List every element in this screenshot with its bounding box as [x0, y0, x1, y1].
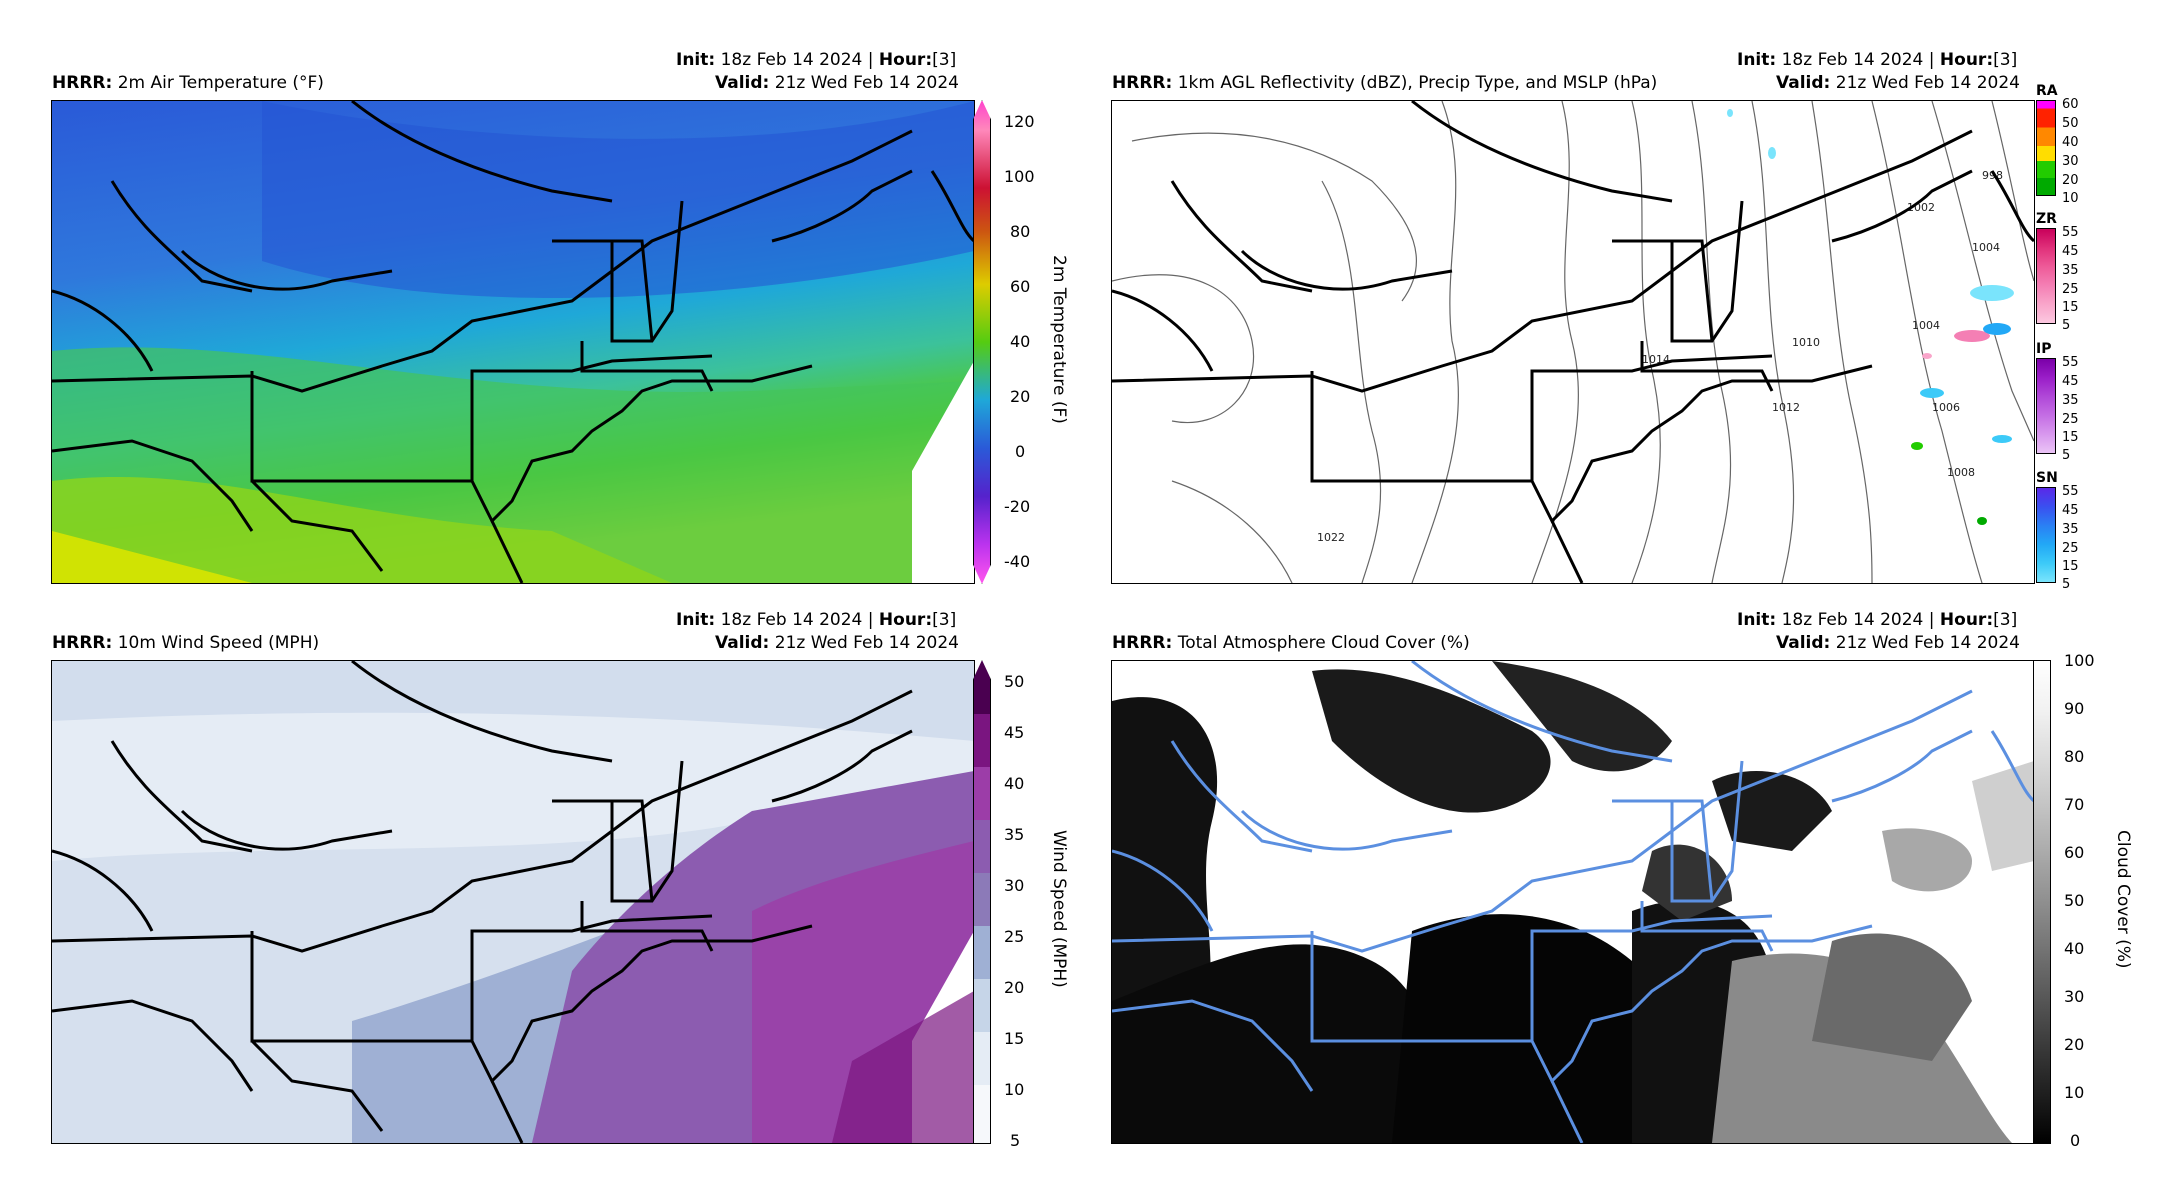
tick: 45: [2062, 374, 2079, 389]
tick-45: 45: [1004, 723, 1025, 742]
cloud-map[interactable]: [1111, 660, 2035, 1144]
wind-map[interactable]: [51, 660, 975, 1144]
init-line: Init: 18z Feb 14 2024 | Hour:[3]: [676, 610, 957, 630]
valid-line: Valid: 21z Wed Feb 14 2024: [1776, 73, 2020, 93]
wind-colorbar-label: Wind Speed (MPH): [1049, 830, 1069, 988]
tick-80: 80: [1010, 222, 1031, 241]
isobar-label: 1022: [1317, 531, 1345, 544]
tick: 30: [2062, 154, 2079, 169]
tick: 5: [2062, 577, 2071, 592]
tick: 5: [2062, 318, 2071, 333]
temperature-colorbar: [973, 100, 991, 584]
panel-title: HRRR: Total Atmosphere Cloud Cover (%): [1112, 633, 1470, 653]
tick: 60: [2062, 97, 2079, 112]
rain-colorbar: [2036, 100, 2056, 196]
ice-pellets-colorbar: [2036, 358, 2056, 454]
tick-40: 40: [1010, 332, 1031, 351]
tick: 40: [2062, 135, 2079, 150]
temperature-colorbar-label: 2m Temperature (F): [1049, 255, 1069, 424]
freezing-rain-colorbar: [2036, 228, 2056, 324]
isobar-label: 1012: [1772, 401, 1800, 414]
isobar-label: 1008: [1947, 466, 1975, 479]
tick-10: 10: [2064, 1083, 2085, 1102]
tick-neg20: -20: [1004, 497, 1031, 516]
tick: 35: [2062, 393, 2079, 408]
tick-80: 80: [2064, 747, 2085, 766]
tick-120: 120: [1004, 112, 1035, 131]
tick: 45: [2062, 503, 2079, 518]
tick: 55: [2062, 484, 2079, 499]
valid-line: Valid: 21z Wed Feb 14 2024: [715, 73, 959, 93]
tick-30: 30: [2064, 987, 2085, 1006]
tick: 35: [2062, 263, 2079, 278]
tick-100: 100: [1004, 167, 1035, 186]
tick: 15: [2062, 430, 2079, 445]
isobar-label: 1006: [1932, 401, 1960, 414]
rain-label: RA: [2036, 83, 2058, 99]
tick: 25: [2062, 541, 2079, 556]
tick-neg40: -40: [1004, 552, 1031, 571]
tick: 15: [2062, 559, 2079, 574]
init-line: Init: 18z Feb 14 2024 | Hour:[3]: [1737, 50, 2018, 70]
tick: 45: [2062, 244, 2079, 259]
panel-title: HRRR: 1km AGL Reflectivity (dBZ), Precip…: [1112, 73, 1658, 93]
tick-30: 30: [1004, 876, 1025, 895]
tick-60: 60: [2064, 843, 2085, 862]
tick: 55: [2062, 225, 2079, 240]
snow-colorbar: [2036, 487, 2056, 583]
tick: 25: [2062, 282, 2079, 297]
tick: 50: [2062, 116, 2079, 131]
panel-title: HRRR: 2m Air Temperature (°F): [52, 73, 324, 93]
valid-line: Valid: 21z Wed Feb 14 2024: [1776, 633, 2020, 653]
tick: 10: [2062, 191, 2079, 206]
freezing-rain-label: ZR: [2036, 211, 2057, 227]
tick-40: 40: [2064, 939, 2085, 958]
tick: 20: [2062, 173, 2079, 188]
tick-10: 10: [1004, 1080, 1025, 1099]
tick: 35: [2062, 522, 2079, 537]
tick-0: 0: [1015, 442, 1026, 461]
tick-20: 20: [1004, 978, 1025, 997]
tick-100: 100: [2064, 651, 2095, 670]
cloud-colorbar-label: Cloud Cover (%): [2113, 830, 2133, 969]
tick-60: 60: [1010, 277, 1031, 296]
wind-colorbar: [973, 660, 991, 1144]
tick-35: 35: [1004, 825, 1025, 844]
cloud-colorbar: [2033, 660, 2051, 1144]
valid-line: Valid: 21z Wed Feb 14 2024: [715, 633, 959, 653]
tick-20: 20: [2064, 1035, 2085, 1054]
tick-5: 5: [1010, 1131, 1021, 1150]
tick-70: 70: [2064, 795, 2085, 814]
tick-40: 40: [1004, 774, 1025, 793]
ice-pellets-label: IP: [2036, 341, 2052, 357]
tick: 5: [2062, 448, 2071, 463]
reflectivity-map[interactable]: 998 1002 1004 1004 1006 1008 1010 1012 1…: [1111, 100, 2035, 584]
isobar-label: 1004: [1912, 319, 1940, 332]
tick-90: 90: [2064, 699, 2085, 718]
tick: 55: [2062, 355, 2079, 370]
tick-50: 50: [2064, 891, 2085, 910]
temperature-map[interactable]: [51, 100, 975, 584]
tick-50: 50: [1004, 672, 1025, 691]
tick-25: 25: [1004, 927, 1025, 946]
isobar-label: 1004: [1972, 241, 2000, 254]
init-line: Init: 18z Feb 14 2024 | Hour:[3]: [1737, 610, 2018, 630]
tick-0: 0: [2070, 1131, 2081, 1150]
tick: 25: [2062, 412, 2079, 427]
tick-20: 20: [1010, 387, 1031, 406]
isobar-label: 1010: [1792, 336, 1820, 349]
tick-15: 15: [1004, 1029, 1025, 1048]
tick: 15: [2062, 300, 2079, 315]
init-line: Init: 18z Feb 14 2024 | Hour:[3]: [676, 50, 957, 70]
panel-title: HRRR: 10m Wind Speed (MPH): [52, 633, 320, 653]
snow-label: SN: [2036, 470, 2058, 486]
